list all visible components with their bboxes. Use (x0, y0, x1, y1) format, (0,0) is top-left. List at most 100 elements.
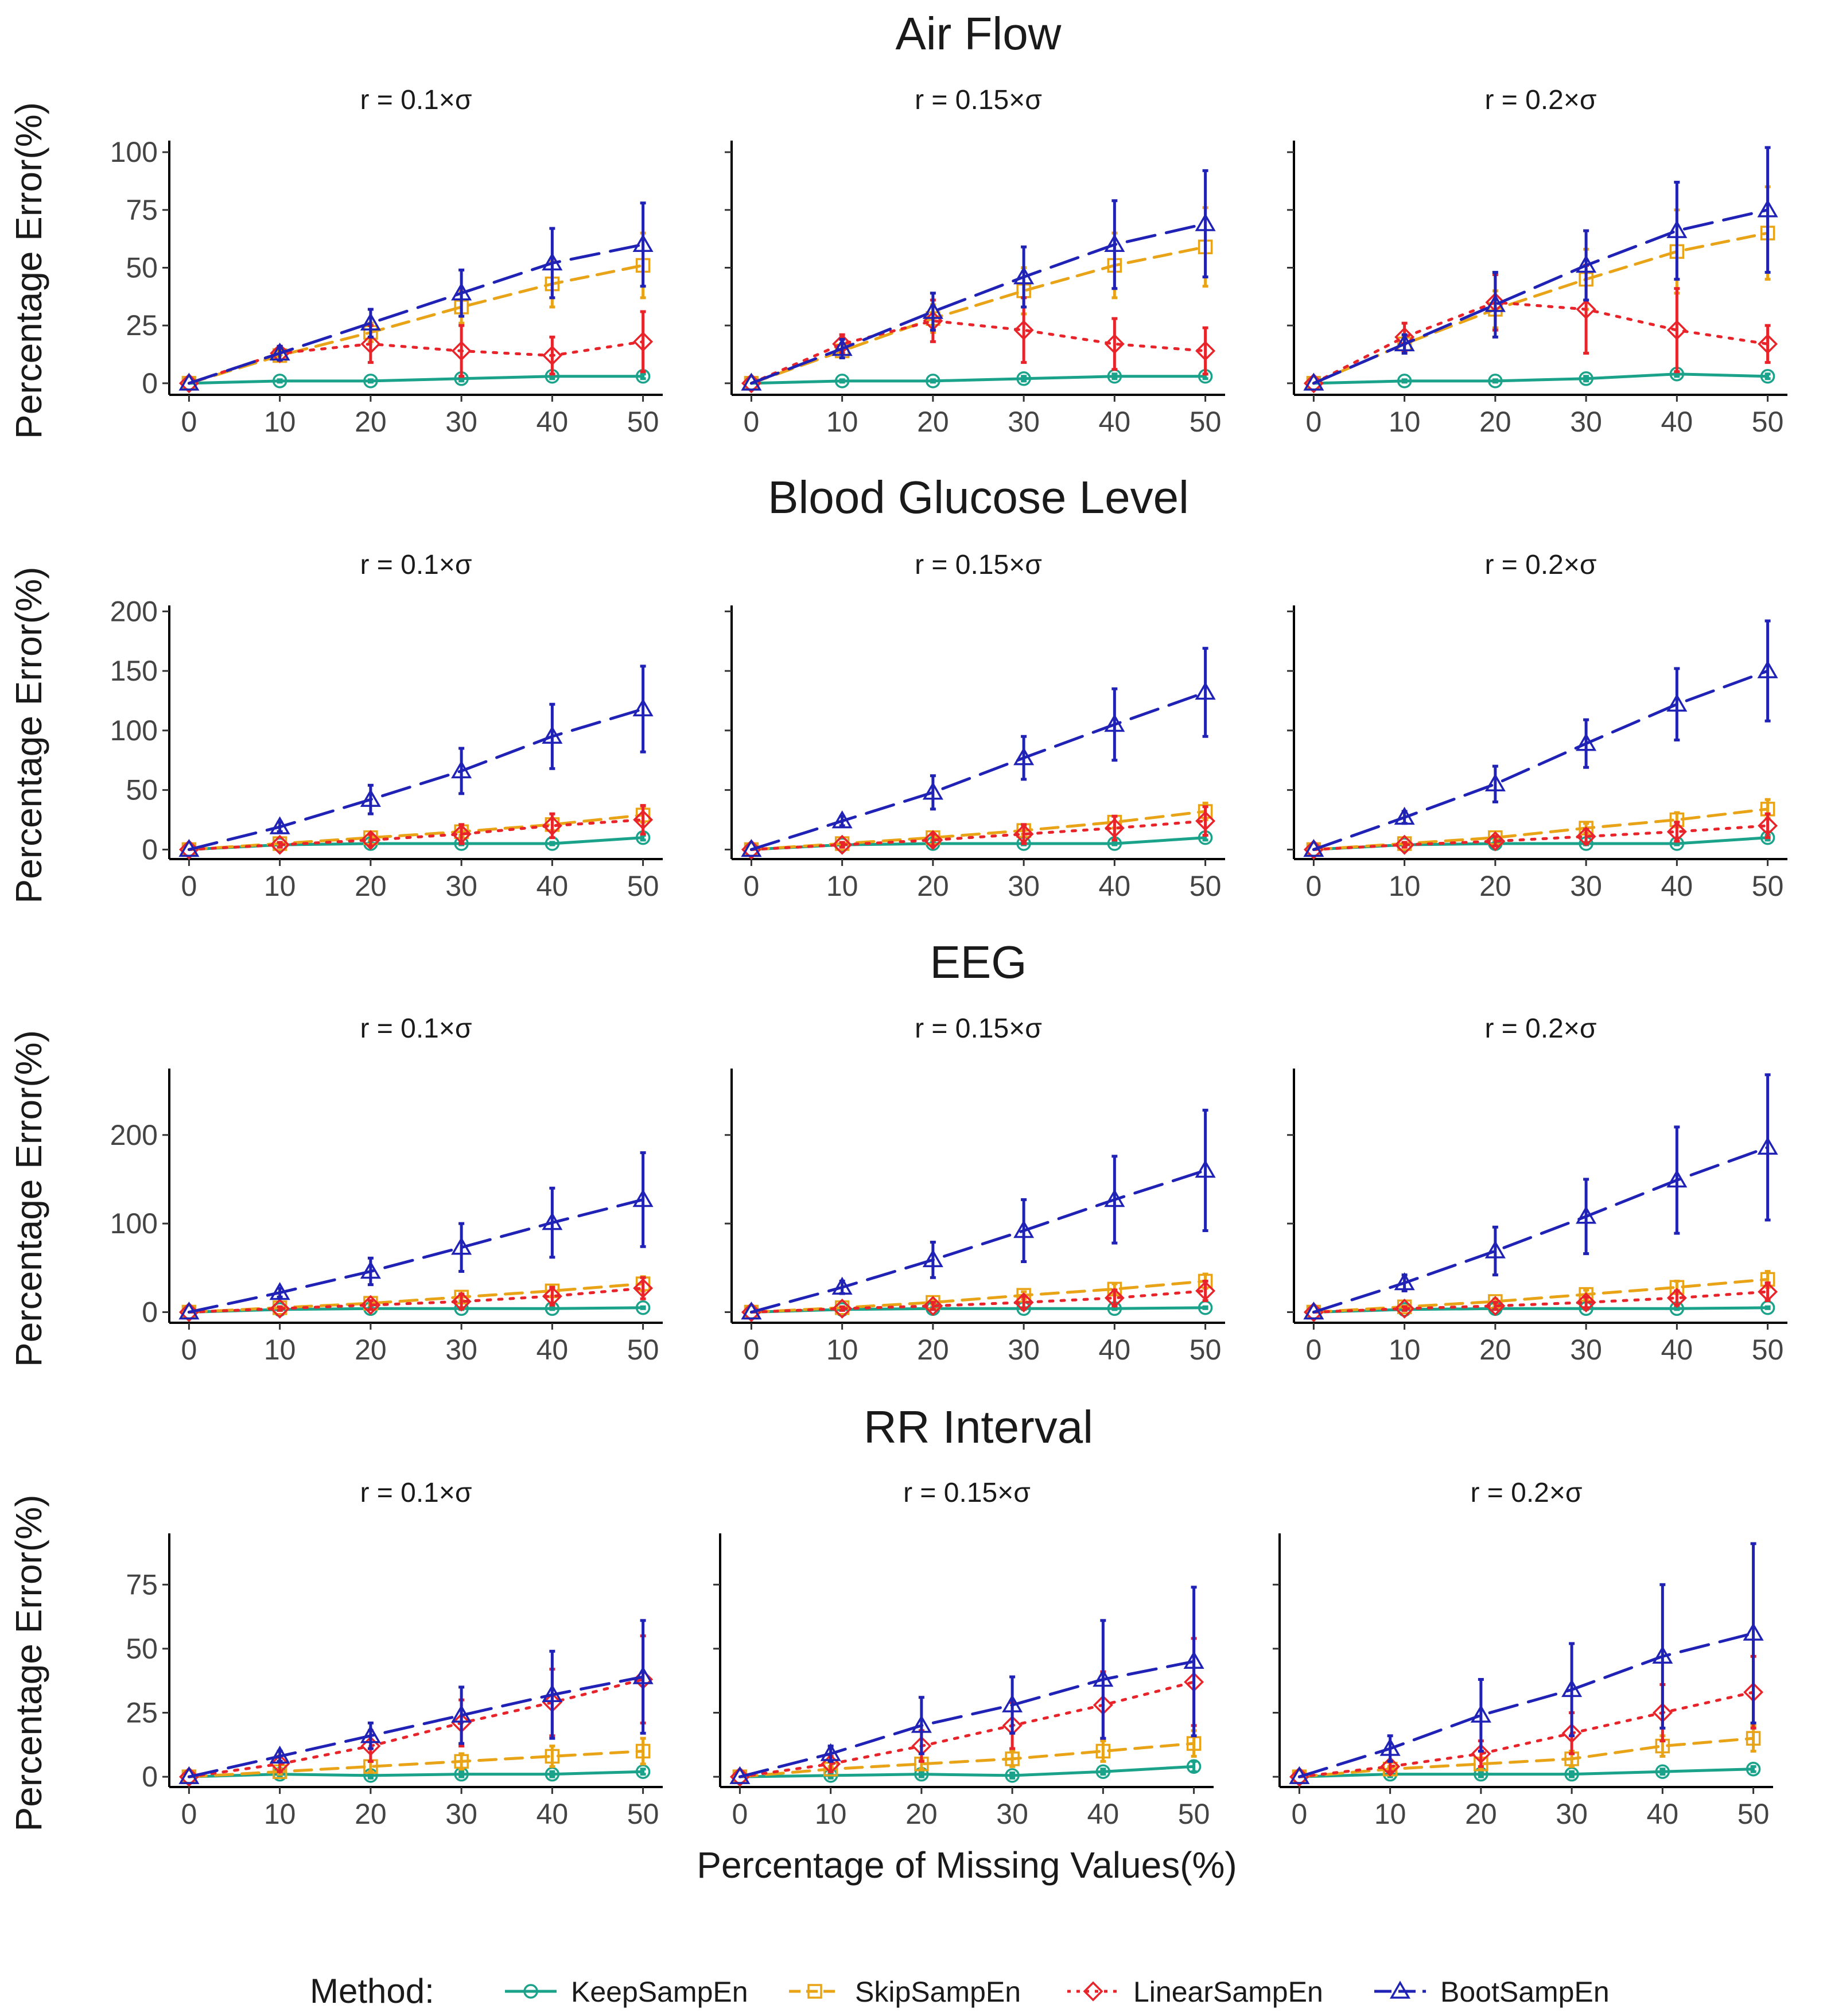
data-point (1095, 1764, 1111, 1779)
x-tick-label: 0 (1291, 1798, 1307, 1830)
series-keepsampen (1306, 367, 1775, 391)
data-point (178, 372, 200, 391)
data-point (922, 782, 943, 800)
panel: r = 0.15×σ 0 10 20 30 40 50 (713, 1478, 1214, 1830)
y-tick-label: 75 (126, 194, 158, 226)
data-point (1576, 1206, 1597, 1224)
data-point (451, 824, 472, 844)
data-point (1743, 1622, 1764, 1641)
series-line (187, 1282, 645, 1314)
data-point (1104, 234, 1125, 252)
x-tick-label: 20 (917, 1334, 949, 1366)
panel-title: r = 0.2×σ (1484, 1013, 1596, 1044)
panel: r = 0.15×σ 0 10 20 30 40 50 (725, 1013, 1225, 1366)
panel-title: r = 0.2×σ (1484, 550, 1596, 580)
data-point (1013, 747, 1035, 766)
data-point (831, 810, 853, 829)
data-point (360, 788, 381, 807)
data-point (1195, 213, 1216, 231)
legend-entry-linearsampen: LinearSampEn (1067, 1976, 1323, 2008)
data-point (1095, 1743, 1111, 1759)
series-line (738, 1660, 1196, 1778)
data-point (1485, 831, 1506, 852)
data-point (178, 1766, 200, 1784)
panel: r = 0.1×σ 0 25 50 75 100 0 10 20 30 40 50 (110, 85, 663, 438)
x-tick-label: 10 (826, 406, 858, 438)
data-point (542, 725, 563, 744)
data-point (1576, 254, 1597, 273)
data-point (269, 816, 290, 834)
x-tick-label: 0 (743, 406, 759, 438)
data-point (178, 1766, 199, 1787)
x-tick-label: 30 (445, 1334, 477, 1366)
series-line (749, 375, 1207, 385)
series-linearsampen (1289, 1654, 1764, 1787)
data-point (820, 1743, 841, 1761)
series-line (1312, 231, 1770, 385)
series-line (1312, 824, 1770, 851)
data-point (1746, 1731, 1761, 1746)
data-point (832, 1298, 853, 1319)
y-axis-label: Percentage Error(%) (8, 1495, 49, 1832)
panel-title: r = 0.15×σ (915, 85, 1042, 115)
x-tick-label: 20 (355, 406, 387, 438)
x-tick-label: 10 (826, 870, 858, 902)
data-point (1394, 834, 1415, 855)
series-line (187, 836, 645, 851)
legend-marker (1389, 1980, 1411, 1999)
series-line (1312, 807, 1770, 851)
x-tick-label: 20 (1479, 1334, 1511, 1366)
x-tick-label: 20 (917, 870, 949, 902)
data-point (178, 1302, 199, 1322)
y-tick-label: 200 (110, 595, 158, 627)
series-line (749, 1279, 1207, 1314)
x-tick-label: 20 (917, 406, 949, 438)
x-tick-label: 50 (627, 406, 659, 438)
data-point (1013, 1219, 1035, 1238)
data-point (363, 374, 378, 389)
panel: r = 0.1×σ 0 50 100 150 200 0 10 20 30 40 50 (110, 550, 663, 902)
x-tick-label: 40 (1087, 1798, 1120, 1830)
x-tick-label: 40 (537, 406, 569, 438)
series-keepsampen (1292, 1761, 1761, 1784)
series-line (749, 690, 1207, 851)
x-tick-label: 10 (1389, 406, 1421, 438)
data-point (360, 830, 381, 850)
series-line (749, 1289, 1207, 1314)
series-line (187, 1677, 645, 1778)
data-point (1655, 1764, 1670, 1779)
y-axis-label: Percentage Error(%) (8, 1030, 49, 1367)
data-point (635, 1300, 651, 1315)
data-point (542, 1212, 563, 1230)
data-point (1013, 824, 1034, 844)
data-point (1394, 806, 1415, 825)
series-skipsampen (1306, 185, 1775, 391)
y-tick-label: 25 (126, 1697, 158, 1729)
series-line (749, 1306, 1207, 1314)
series-line (738, 1742, 1196, 1778)
x-tick-label: 50 (1190, 1334, 1222, 1366)
legend-label: SkipSampEn (855, 1976, 1021, 2008)
data-point (1579, 371, 1593, 386)
x-tick-label: 50 (1178, 1798, 1210, 1830)
x-tick-label: 10 (264, 1798, 296, 1830)
series-line (187, 1675, 645, 1778)
legend-label: KeepSampEn (571, 1976, 748, 2008)
y-tick-label: 100 (110, 714, 158, 747)
data-point (1289, 1766, 1310, 1784)
series-keepsampen (181, 369, 651, 391)
series-line (187, 818, 645, 851)
x-tick-label: 50 (1190, 870, 1222, 902)
series-line (187, 243, 645, 385)
x-tick-label: 30 (996, 1798, 1028, 1830)
panel-title: r = 0.2×σ (1470, 1478, 1582, 1508)
legend-marker (523, 1984, 538, 1999)
x-tick-label: 20 (905, 1798, 938, 1830)
data-point (542, 345, 562, 366)
data-point (1666, 821, 1687, 842)
data-point (360, 1295, 381, 1315)
x-tick-label: 20 (355, 870, 387, 902)
data-point (1104, 714, 1125, 732)
